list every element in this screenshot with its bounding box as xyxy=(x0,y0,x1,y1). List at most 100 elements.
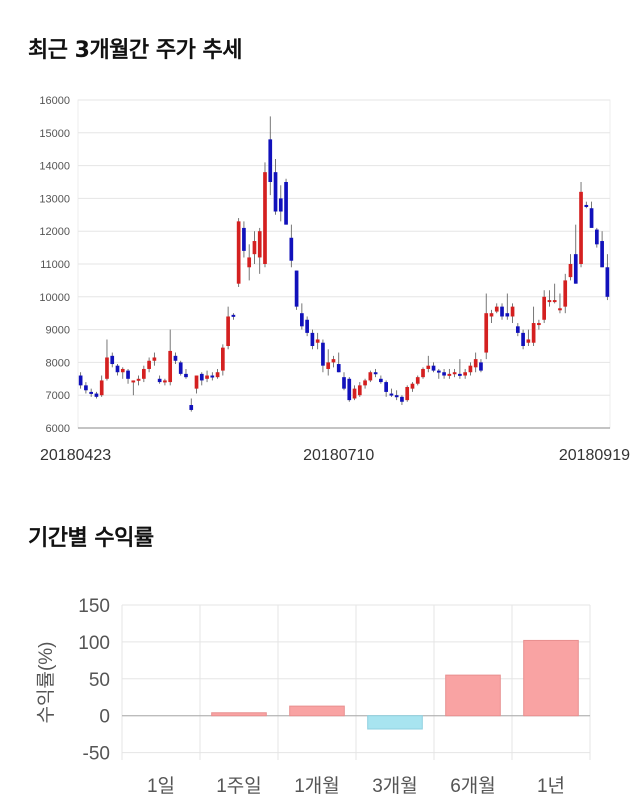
candle-body xyxy=(226,316,230,346)
candle-body xyxy=(352,388,357,399)
candle-body xyxy=(141,368,146,379)
candle-body xyxy=(410,383,415,389)
candle-body xyxy=(442,372,446,376)
candle-body xyxy=(589,208,594,228)
candle-body xyxy=(389,393,394,396)
candle-body xyxy=(215,372,220,378)
y-tick-label: 0 xyxy=(99,707,110,728)
candle-body xyxy=(379,378,383,383)
candle-body xyxy=(526,339,531,343)
x-tick-label: 1년 xyxy=(537,775,565,797)
y-tick-label: 9000 xyxy=(46,325,70,337)
candle-body xyxy=(336,364,341,373)
y-tick-label: 13000 xyxy=(39,193,70,205)
candle-body xyxy=(178,362,183,374)
candle-body xyxy=(321,342,325,366)
candle-body xyxy=(263,172,267,264)
candle-body xyxy=(579,191,583,264)
candle-body xyxy=(326,362,331,369)
price-trend-title: 최근 3개월간 주가 추세 xyxy=(28,38,242,63)
y-tick-label: 8000 xyxy=(46,357,70,369)
candle-body xyxy=(126,370,130,379)
candle-body xyxy=(573,254,578,284)
candle-body xyxy=(289,237,294,261)
candle-body xyxy=(558,308,562,311)
candle-body xyxy=(210,375,215,378)
candle-body xyxy=(363,380,367,386)
y-axis-label: 수익률(%) xyxy=(35,642,57,724)
candle-body xyxy=(521,332,525,346)
candle-body xyxy=(257,231,262,258)
candle-body xyxy=(537,323,541,326)
return-bar xyxy=(289,705,345,717)
candle-body xyxy=(300,313,304,327)
candle-body xyxy=(184,373,188,378)
x-tick-label: 1일 xyxy=(147,775,175,797)
candle-body xyxy=(605,267,610,297)
candle-body xyxy=(542,296,547,320)
candle-body xyxy=(110,355,115,365)
candle-body xyxy=(221,347,225,371)
candle-body xyxy=(194,375,199,389)
y-tick-label: 11000 xyxy=(40,259,70,271)
y-tick-label: -50 xyxy=(83,744,110,765)
candle-body xyxy=(147,360,151,369)
candle-body xyxy=(547,300,552,303)
candle-body xyxy=(342,377,346,389)
candle-body xyxy=(552,300,557,303)
candle-body xyxy=(268,139,273,182)
candle-body xyxy=(157,378,162,383)
x-tick-label: 6개월 xyxy=(450,775,496,797)
x-tick-label: 1개월 xyxy=(294,775,340,797)
candle-body xyxy=(315,339,320,343)
candle-body xyxy=(405,387,410,401)
candle-body xyxy=(105,357,109,379)
candle-body xyxy=(347,378,352,401)
candle-body xyxy=(494,306,499,312)
y-tick-label: 10000 xyxy=(39,292,70,304)
candle-body xyxy=(168,350,173,383)
candle-body xyxy=(89,391,94,394)
return-bar xyxy=(445,674,501,717)
candle-body xyxy=(500,306,504,317)
candle-body xyxy=(600,241,604,268)
candle-body xyxy=(473,359,478,368)
candle-body xyxy=(199,373,204,381)
candle-body xyxy=(436,370,441,373)
candle-body xyxy=(515,326,520,333)
y-tick-label: 50 xyxy=(89,670,110,691)
candle-body xyxy=(284,182,288,225)
candle-body xyxy=(252,241,257,255)
candle-body xyxy=(294,270,299,307)
candle-body xyxy=(431,365,436,371)
candle-body xyxy=(531,323,536,343)
return-bar xyxy=(367,715,423,730)
candle-body xyxy=(236,221,241,284)
return-bar xyxy=(211,712,267,717)
candle-body xyxy=(568,264,573,278)
candle-body xyxy=(115,365,120,373)
candle-body xyxy=(173,355,178,361)
candle-body xyxy=(231,314,236,317)
candle-body xyxy=(94,393,99,397)
y-tick-label: 15000 xyxy=(39,128,70,140)
candle-body xyxy=(447,373,452,376)
candle-body xyxy=(505,313,510,317)
candle-body xyxy=(484,313,489,353)
returns-title: 기간별 수익률 xyxy=(28,526,154,551)
candle-body xyxy=(99,380,104,396)
candle-body xyxy=(205,375,209,379)
candle-body xyxy=(78,375,83,386)
candle-body xyxy=(584,204,589,207)
candle-body xyxy=(247,257,252,268)
return-bar xyxy=(523,639,579,717)
y-tick-label: 100 xyxy=(78,633,110,654)
candle-body xyxy=(368,372,373,381)
candle-body xyxy=(394,395,399,398)
candle-body xyxy=(189,405,194,410)
candle-body xyxy=(463,372,467,376)
candle-body xyxy=(120,368,125,373)
y-tick-label: 150 xyxy=(78,596,110,617)
candle-body xyxy=(84,385,88,391)
x-tick-label: 1주일 xyxy=(216,775,262,797)
